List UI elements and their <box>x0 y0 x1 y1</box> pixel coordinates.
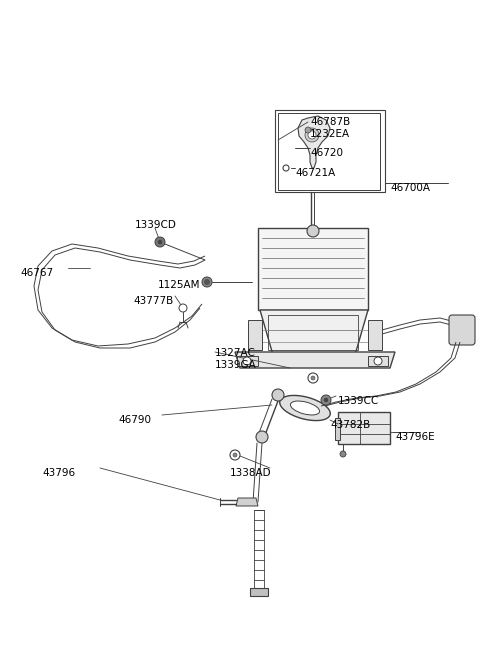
Text: 1327AC: 1327AC <box>215 348 256 358</box>
Text: 46790: 46790 <box>118 415 151 425</box>
Polygon shape <box>368 320 382 350</box>
Circle shape <box>155 237 165 247</box>
Polygon shape <box>335 418 340 440</box>
Text: 46787B: 46787B <box>310 117 350 127</box>
Polygon shape <box>368 356 388 366</box>
Circle shape <box>233 453 237 457</box>
Polygon shape <box>260 310 368 355</box>
Text: 46700A: 46700A <box>390 183 430 193</box>
Circle shape <box>283 165 289 171</box>
Circle shape <box>305 127 311 133</box>
Text: 46720: 46720 <box>310 148 343 158</box>
Text: 1339CD: 1339CD <box>135 220 177 230</box>
Polygon shape <box>250 588 268 596</box>
Text: 1232EA: 1232EA <box>310 129 350 139</box>
Circle shape <box>272 389 284 401</box>
Text: 46721A: 46721A <box>295 168 335 178</box>
Text: 1125AM: 1125AM <box>158 280 201 290</box>
Circle shape <box>374 357 382 365</box>
Circle shape <box>243 357 251 365</box>
Circle shape <box>158 240 162 244</box>
Text: 43777B: 43777B <box>133 296 173 306</box>
Text: 46767: 46767 <box>20 268 53 278</box>
Text: 1338AD: 1338AD <box>230 468 272 478</box>
Text: 43796E: 43796E <box>395 432 434 442</box>
Circle shape <box>321 395 331 405</box>
Polygon shape <box>258 228 368 310</box>
Text: 43796: 43796 <box>42 468 75 478</box>
Text: 43782B: 43782B <box>330 420 370 430</box>
Circle shape <box>305 128 319 142</box>
Circle shape <box>311 376 315 380</box>
Text: 1339CC: 1339CC <box>338 396 379 406</box>
Circle shape <box>204 279 209 285</box>
Polygon shape <box>248 320 262 350</box>
Polygon shape <box>338 412 390 444</box>
Circle shape <box>230 450 240 460</box>
Circle shape <box>307 225 319 237</box>
Polygon shape <box>237 356 258 366</box>
Polygon shape <box>298 116 330 168</box>
Circle shape <box>308 131 316 139</box>
Circle shape <box>202 277 212 287</box>
Polygon shape <box>235 352 395 368</box>
Circle shape <box>256 431 268 443</box>
FancyBboxPatch shape <box>449 315 475 345</box>
Circle shape <box>324 398 328 402</box>
Circle shape <box>308 373 318 383</box>
Circle shape <box>340 451 346 457</box>
Circle shape <box>179 304 187 312</box>
Ellipse shape <box>280 396 330 420</box>
Ellipse shape <box>290 401 320 415</box>
Polygon shape <box>236 498 258 506</box>
Text: 1339GA: 1339GA <box>215 360 257 370</box>
